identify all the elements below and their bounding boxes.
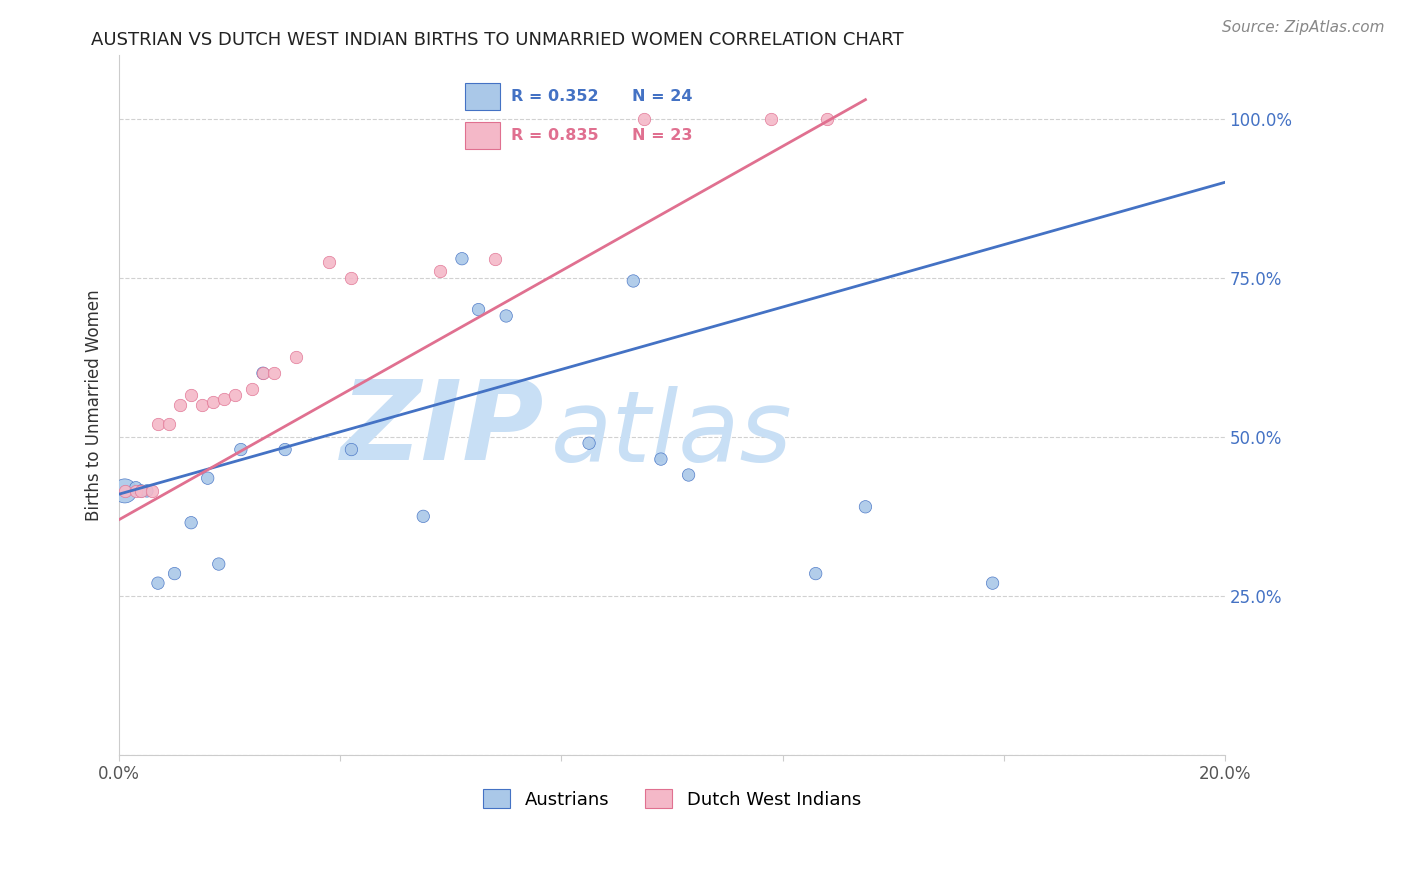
Text: ZIP: ZIP (342, 376, 546, 483)
Point (214, 392, 236, 406)
Point (240, 382, 263, 396)
Point (125, 483, 148, 498)
Y-axis label: Births to Unmarried Women: Births to Unmarried Women (86, 289, 103, 521)
Point (224, 388, 246, 402)
Point (855, 500, 877, 514)
Point (340, 270, 363, 285)
Point (141, 483, 163, 498)
Point (208, 557, 231, 571)
Point (202, 394, 225, 409)
Point (451, 252, 474, 266)
Point (761, 112, 783, 126)
Point (429, 264, 451, 278)
Point (815, 112, 838, 126)
Point (678, 468, 700, 483)
Point (197, 471, 219, 485)
Point (252, 366, 274, 380)
Point (484, 252, 506, 266)
Point (146, 417, 169, 431)
Text: atlas: atlas (550, 386, 792, 483)
Point (650, 452, 672, 467)
Point (274, 442, 297, 457)
Point (981, 576, 1004, 591)
Text: Source: ZipAtlas.com: Source: ZipAtlas.com (1222, 20, 1385, 35)
Point (125, 481, 148, 495)
Point (633, 112, 655, 126)
Point (131, 483, 153, 498)
Point (495, 309, 517, 323)
Point (318, 255, 340, 269)
Point (135, 483, 157, 498)
Point (285, 351, 308, 365)
Point (467, 302, 489, 317)
Point (804, 566, 827, 581)
Legend: Austrians, Dutch West Indians: Austrians, Dutch West Indians (475, 782, 869, 816)
Point (578, 436, 600, 450)
Point (412, 509, 434, 524)
Point (169, 398, 191, 412)
Point (180, 516, 202, 530)
Point (621, 274, 644, 288)
Point (157, 417, 180, 431)
Point (180, 388, 202, 402)
Point (114, 483, 136, 498)
Point (229, 442, 252, 457)
Point (263, 366, 285, 380)
Point (191, 398, 214, 412)
Point (146, 576, 169, 591)
Point (163, 566, 186, 581)
Text: AUSTRIAN VS DUTCH WEST INDIAN BIRTHS TO UNMARRIED WOMEN CORRELATION CHART: AUSTRIAN VS DUTCH WEST INDIAN BIRTHS TO … (91, 31, 904, 49)
Point (340, 442, 363, 457)
Point (252, 366, 274, 380)
Point (114, 483, 136, 498)
Point (131, 483, 153, 498)
